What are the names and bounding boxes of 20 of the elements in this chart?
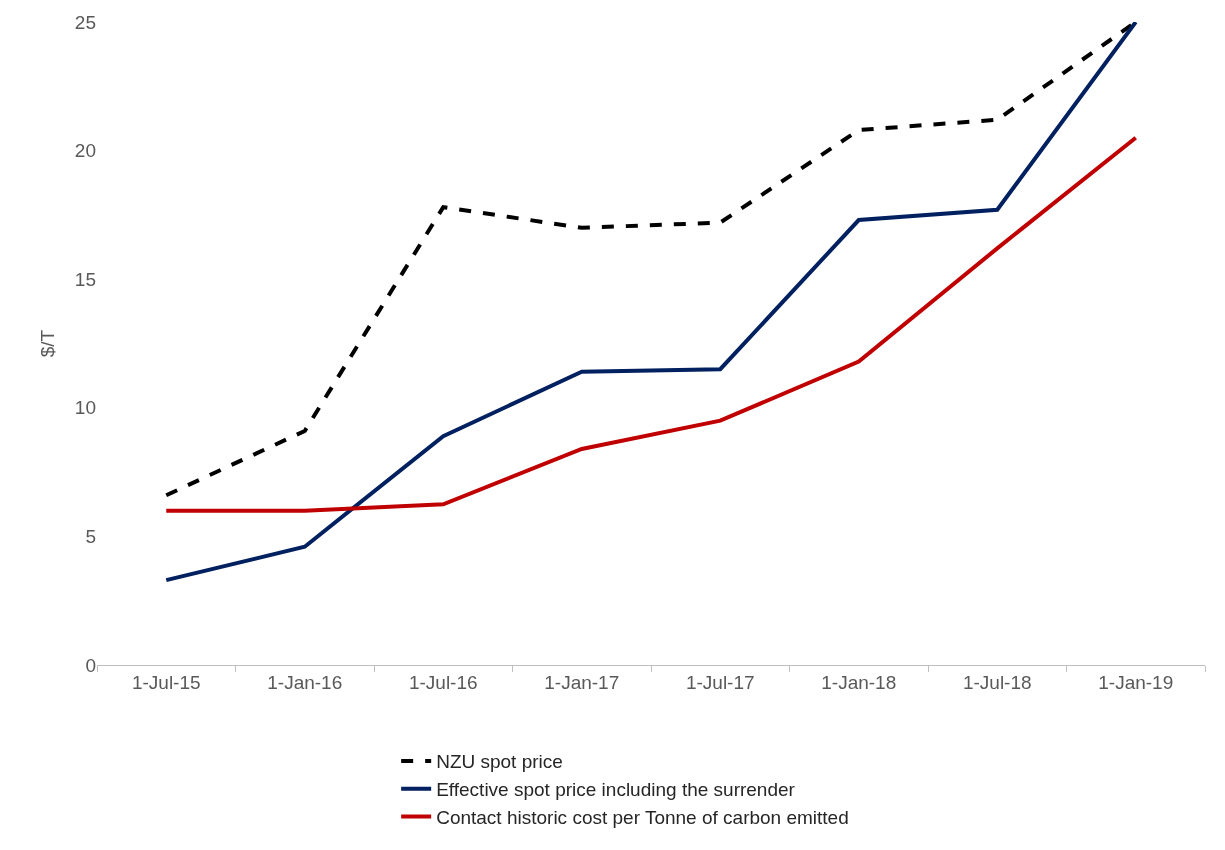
x-tick-label: 1-Jan-16 [267,671,343,693]
y-tick-label: 15 [74,268,96,290]
x-tick-label: 1-Jul-15 [131,671,201,693]
x-tick-label: 1-Jan-19 [1098,671,1174,693]
y-tick-label: 10 [74,397,96,419]
y-tick-label: 5 [85,526,96,548]
y-tick-label: 25 [74,11,96,33]
y-axis-title: $/T [36,329,58,358]
x-tick-label: 1-Jan-18 [821,671,897,693]
legend-label: NZU spot price [436,751,563,773]
x-tick-label: 1-Jan-17 [544,671,620,693]
line-series [164,22,1138,583]
line-series [164,135,1138,513]
y-tick-label: 0 [85,654,96,676]
legend-label: Contact historic cost per Tonne of carbon emitted [436,806,849,828]
y-tick-label: 20 [74,140,96,162]
x-tick-label: 1-Jul-16 [408,671,478,693]
legend-label: Effective spot price including the surrender [436,779,796,801]
x-tick-label: 1-Jul-17 [685,671,755,693]
x-tick-label: 1-Jul-18 [962,671,1032,693]
